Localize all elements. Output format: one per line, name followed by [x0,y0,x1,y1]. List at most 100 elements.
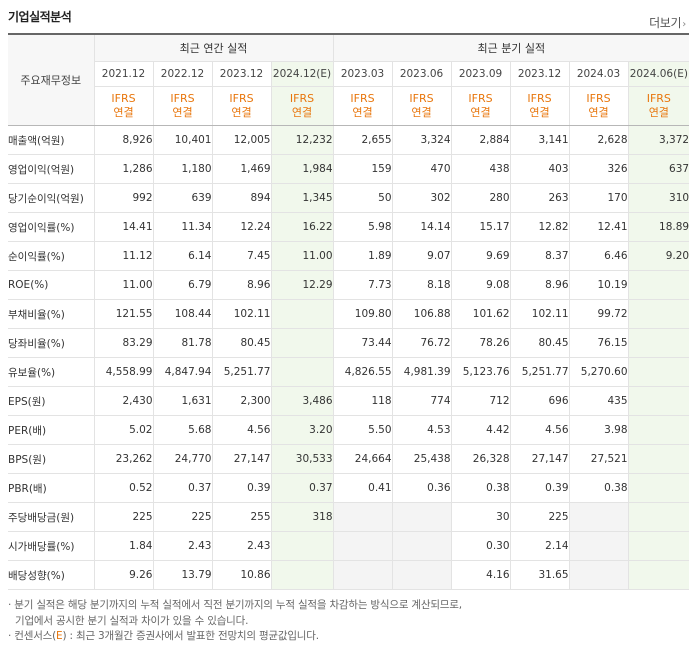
table-row: 순이익률(%) 11.12 6.14 7.45 11.00 1.89 9.07 9.69 8.3… [8,241,690,271]
data-cell [627,560,690,590]
ifrs-label: IFRS [229,92,254,105]
data-cell: 159 [332,154,393,184]
data-cell: 26,328 [450,444,511,474]
data-cell [627,386,690,416]
data-cell: 5.68 [152,415,213,445]
data-cell [332,531,393,561]
ifrs-basis-label: IFRS 연결 [627,86,690,126]
data-cell: 11.00 [270,241,334,271]
table-row: 배당성향(%) 9.26 13.79 10.86 4.16 31.65 [8,560,690,590]
data-cell: 106.88 [391,299,452,329]
data-cell: 80.45 [211,328,272,358]
consolidated-label: 연결 [113,106,134,119]
row-label: PER(배) [8,415,95,445]
data-cell: 1,631 [152,386,213,416]
data-cell: 10.86 [211,560,272,590]
table-row: 당좌비율(%) 83.29 81.78 80.45 73.44 76.72 78.26 80.… [8,328,690,358]
row-label: 시가배당률(%) [8,531,95,561]
ifrs-label: IFRS [586,92,611,105]
data-cell [332,502,393,532]
data-cell: 712 [450,386,511,416]
table-row: 영업이익률(%) 14.41 11.34 12.24 16.22 5.98 14.14 15.… [8,212,690,242]
data-cell: 24,664 [332,444,393,474]
data-cell: 4,847.94 [152,357,213,387]
data-cell: 2.43 [211,531,272,561]
data-cell: 15.17 [450,212,511,242]
data-cell [627,415,690,445]
data-cell: 2,655 [332,125,393,155]
data-cell: 8.18 [391,270,452,300]
data-cell: 25,438 [391,444,452,474]
row-label: 주당배당금(원) [8,502,95,532]
data-cell: 8,926 [93,125,154,155]
table-row: BPS(원) 23,262 24,770 27,147 30,533 24,664 25,4… [8,444,690,474]
data-cell: 12.29 [270,270,334,300]
data-cell: 774 [391,386,452,416]
data-cell: 4,981.39 [391,357,452,387]
row-label: EPS(원) [8,386,95,416]
data-cell: 5,251.77 [509,357,570,387]
data-cell: 18.89 [627,212,690,242]
consolidated-label: 연결 [291,106,313,119]
data-cell: 3.98 [568,415,629,445]
table-row: 시가배당률(%) 1.84 2.43 2.43 0.30 2.14 [8,531,690,561]
row-label: 당좌비율(%) [8,328,95,358]
data-cell: 639 [152,183,213,213]
ifrs-basis-label: IFRS 연결 [332,86,393,126]
row-label: 영업이익(억원) [8,154,95,184]
data-cell: 81.78 [152,328,213,358]
period-header: 2023.12 [509,61,570,87]
row-label: 매출액(억원) [8,125,95,155]
data-cell: 13.79 [152,560,213,590]
data-cell: 8.96 [211,270,272,300]
data-cell: 27,521 [568,444,629,474]
data-cell: 11.00 [93,270,154,300]
footnote-1: · 분기 실적은 해당 분기까지의 누적 실적에서 직전 분기까지의 누적 실적… [8,599,462,611]
data-cell: 24,770 [152,444,213,474]
data-cell: 30,533 [270,444,334,474]
ifrs-label: IFRS [646,92,671,105]
data-cell: 894 [211,183,272,213]
more-link[interactable]: 더보기› [649,14,686,31]
data-cell [270,328,334,358]
data-cell [627,299,690,329]
data-cell: 1,180 [152,154,213,184]
data-cell [627,444,690,474]
ifrs-basis-label: IFRS 연결 [509,86,570,126]
data-cell: 637 [627,154,690,184]
data-cell: 255 [211,502,272,532]
data-cell: 1.89 [332,241,393,271]
data-cell: 0.37 [152,473,213,503]
row-label: PBR(배) [8,473,95,503]
footnote-2: · 컨센서스(E) : 최근 3개월간 증권사에서 발표한 전망치의 평균값입니… [8,630,319,642]
data-cell [627,473,690,503]
data-cell: 12.82 [509,212,570,242]
data-cell: 0.39 [211,473,272,503]
ifrs-label: IFRS [409,92,434,105]
data-cell [391,502,452,532]
data-cell: 7.45 [211,241,272,271]
ifrs-label: IFRS [111,92,136,105]
data-cell: 2,884 [450,125,511,155]
data-cell: 50 [332,183,393,213]
data-cell: 9.08 [450,270,511,300]
data-cell [332,560,393,590]
data-cell: 0.39 [509,473,570,503]
data-cell: 8.96 [509,270,570,300]
data-cell: 7.73 [332,270,393,300]
data-cell: 4.56 [509,415,570,445]
data-cell: 696 [509,386,570,416]
data-cell: 470 [391,154,452,184]
data-cell [627,328,690,358]
consolidated-label: 연결 [172,106,193,119]
table-row: 부채비율(%) 121.55 108.44 102.11 109.80 106.88 101… [8,299,690,329]
data-cell: 10.19 [568,270,629,300]
data-cell: 14.41 [93,212,154,242]
data-cell: 102.11 [211,299,272,329]
row-label: BPS(원) [8,444,95,474]
data-cell: 263 [509,183,570,213]
data-cell: 403 [509,154,570,184]
data-cell: 9.69 [450,241,511,271]
data-cell: 2,628 [568,125,629,155]
data-cell: 83.29 [93,328,154,358]
